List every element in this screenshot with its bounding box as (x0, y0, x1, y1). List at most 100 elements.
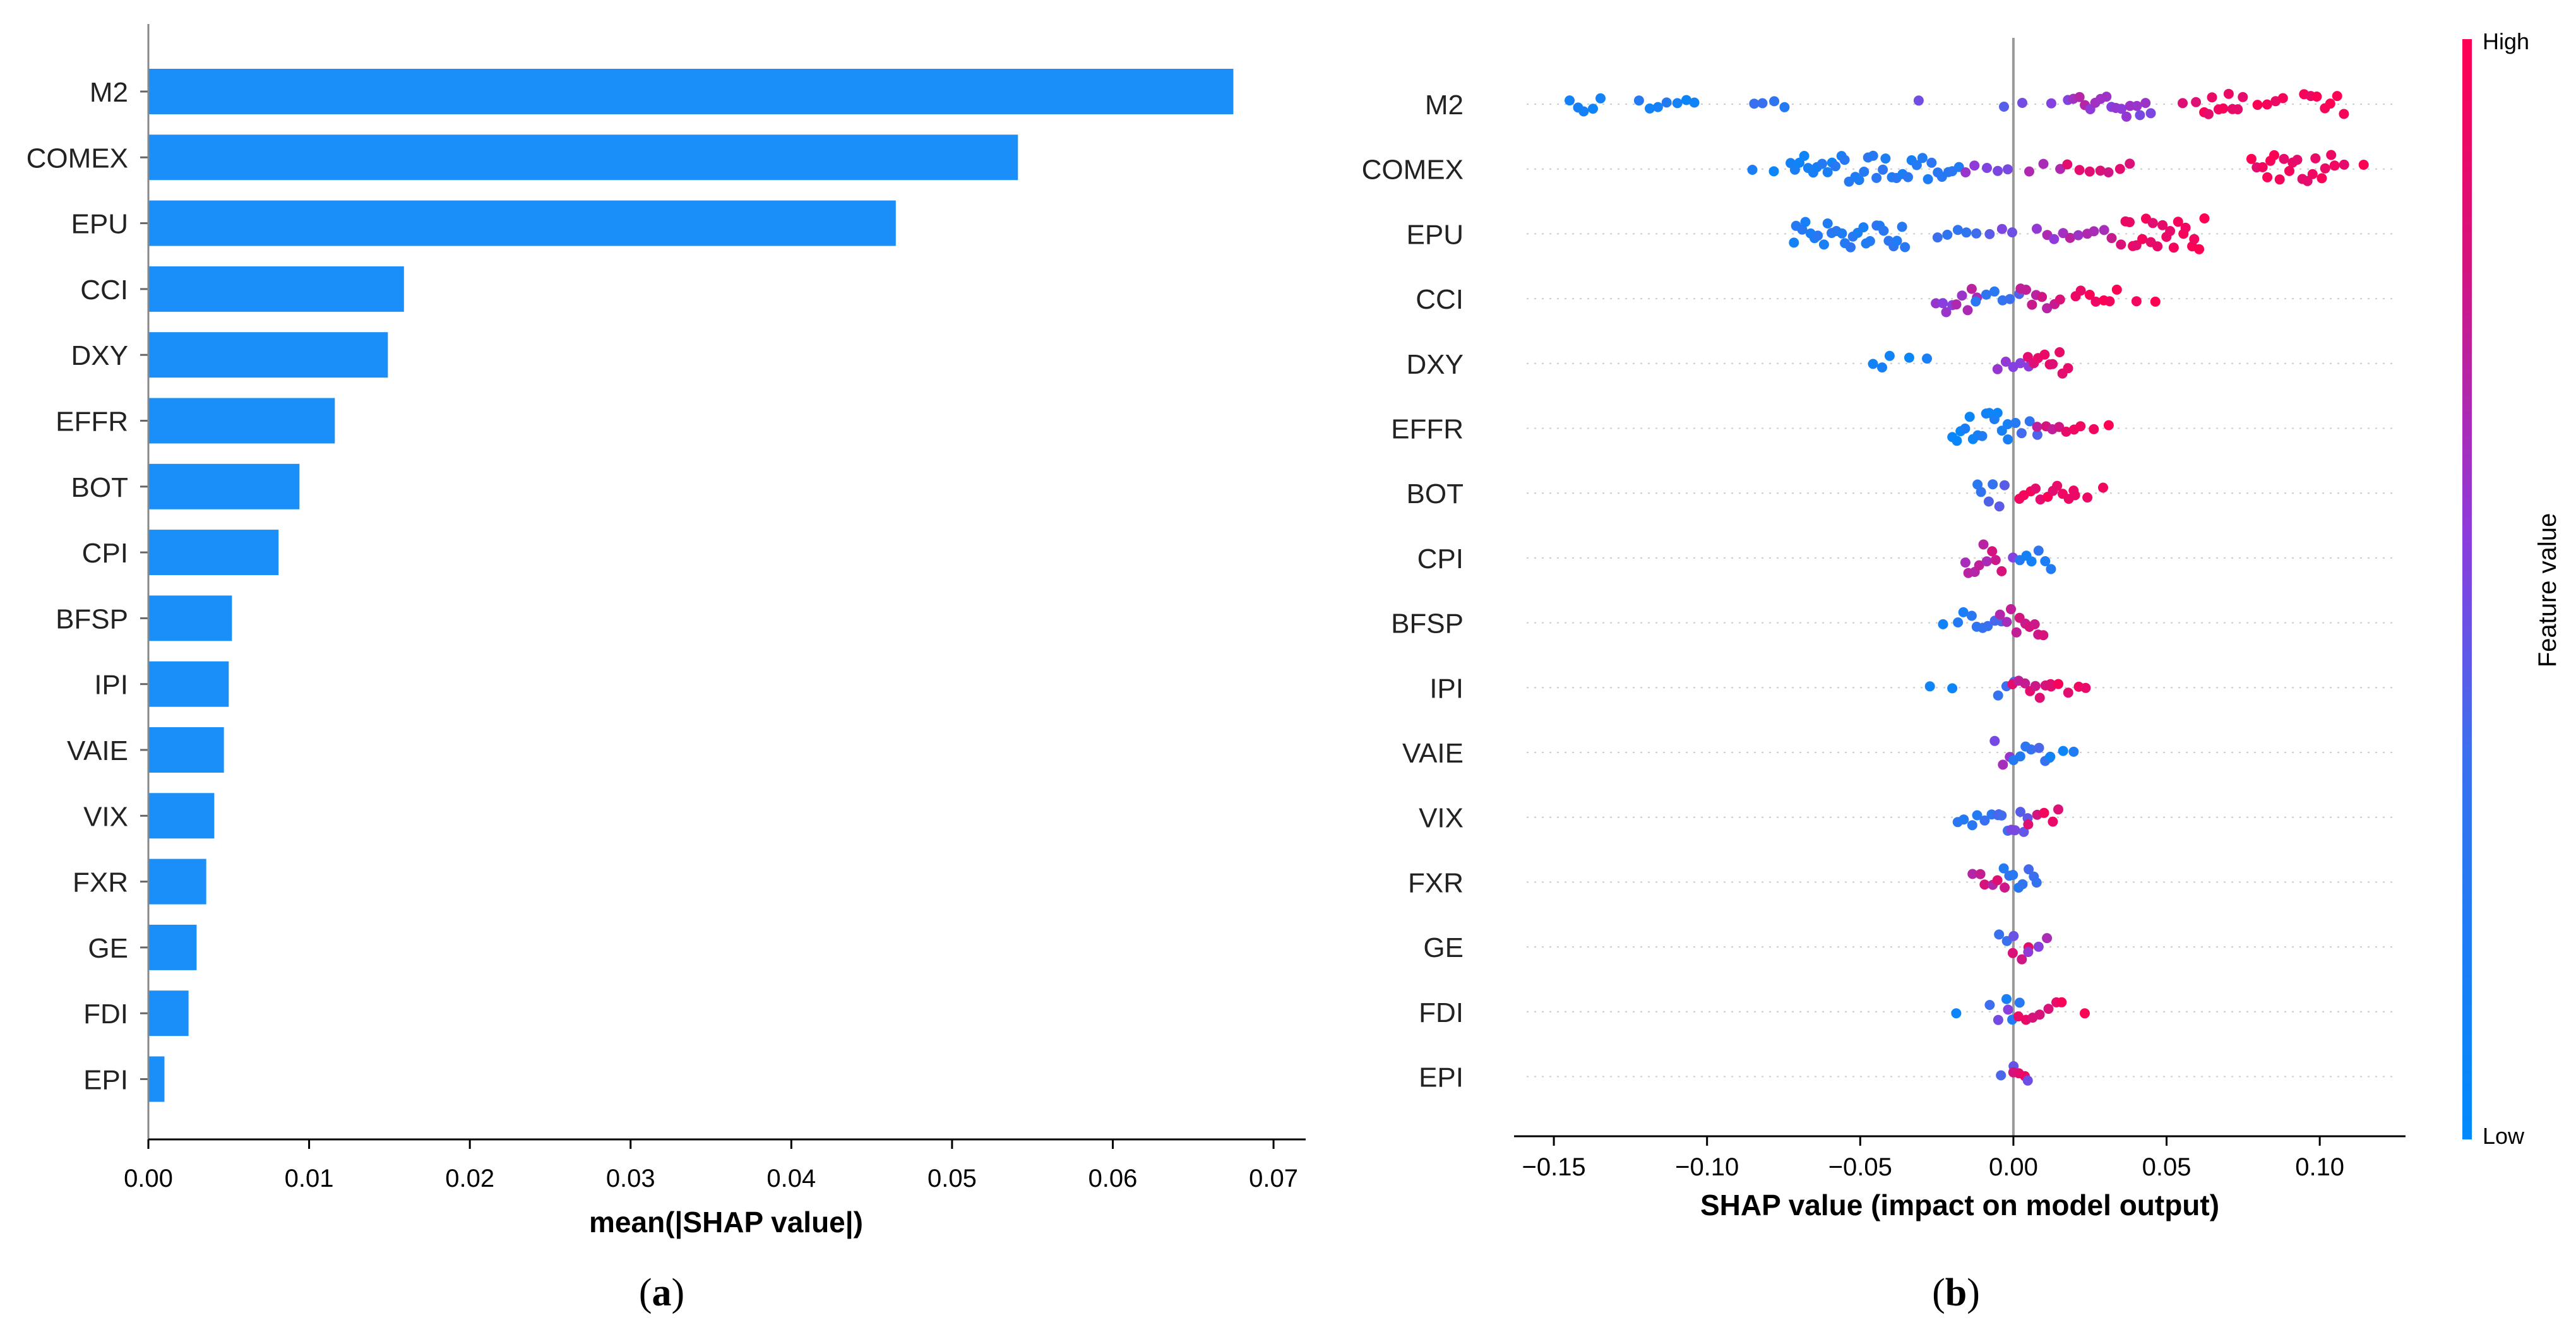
beeswarm-point-effr (2032, 429, 2042, 440)
beeswarm-point-fxr (2000, 882, 2010, 893)
beeswarm-point-m2 (1633, 95, 1644, 106)
beeswarm-point-comex (2074, 165, 2085, 175)
beeswarm-point-m2 (2203, 109, 2214, 119)
beeswarm-point-effr (1964, 412, 1975, 422)
beeswarm-point-ge (2007, 948, 2018, 958)
beeswarm-point-epu (2049, 234, 2060, 244)
beeswarm-point-comex (2329, 160, 2340, 171)
beeswarm-point-bfsp (1966, 610, 1977, 621)
beeswarm-point-comex (1768, 166, 1779, 177)
beeswarm-point-comex (1917, 153, 1928, 163)
beeswarm-point-epu (2157, 220, 2168, 230)
beeswarm-point-cpi (2040, 556, 2051, 566)
beeswarm-point-ge (2033, 941, 2044, 952)
beeswarm-point-m2 (2339, 109, 2349, 119)
beeswarm-point-effr (2075, 421, 2086, 432)
beeswarm-point-cci (2054, 294, 2065, 305)
beeswarm-point-bfsp (1953, 617, 1964, 627)
beeswarm-point-comex (1871, 172, 1882, 183)
beeswarm-point-epu (1900, 242, 1911, 253)
beeswarm-point-epu (1846, 242, 1856, 253)
beeswarm-point-cci (1962, 305, 1973, 316)
beeswarm-point-fdi (2056, 997, 2067, 1007)
bar-dxy (148, 332, 388, 378)
beeswarm-points (1565, 88, 2369, 1086)
beeswarm-point-effr (2010, 418, 2021, 428)
beeswarm-category-label-comex: COMEX (1362, 155, 1464, 186)
beeswarm-point-epu (1961, 227, 1972, 238)
beeswarm-point-ipi (1947, 683, 1958, 694)
bar-x-tick-label: 0.01 (285, 1165, 334, 1192)
beeswarm-point-dxy (2015, 358, 2025, 369)
bar-cci (148, 266, 404, 312)
beeswarm-point-epu (2032, 223, 2042, 234)
beeswarm-point-comex (1903, 172, 1913, 182)
beeswarm-point-m2 (1565, 95, 1575, 106)
beeswarm-point-epu (1813, 230, 1823, 241)
beeswarm-point-epu (2073, 230, 2084, 241)
beeswarm-point-comex (2284, 165, 2294, 176)
bar-ge (148, 924, 197, 970)
beeswarm-point-bot (1983, 496, 1994, 507)
beeswarm-point-cci (2037, 292, 2048, 302)
beeswarm-point-fdi (2003, 1004, 2013, 1015)
bar-x-tick-label: 0.02 (445, 1165, 494, 1192)
beeswarm-point-m2 (1999, 102, 2009, 112)
beeswarm-point-cci (2075, 285, 2086, 296)
beeswarm-point-comex (2269, 150, 2279, 160)
beeswarm-point-vaie (2015, 751, 2025, 762)
beeswarm-point-comex (1880, 153, 1891, 164)
beeswarm-point-cci (2150, 296, 2161, 307)
beeswarm-point-comex (2246, 153, 2257, 164)
beeswarm-point-ipi (2045, 679, 2056, 689)
beeswarm-category-label-bot: BOT (1407, 478, 1464, 509)
beeswarm-point-bot (2082, 492, 2093, 503)
beeswarm-point-ge (2023, 947, 2034, 958)
beeswarm-point-cci (1951, 299, 1962, 310)
beeswarm-point-m2 (2116, 104, 2126, 114)
beeswarm-point-cci (1971, 296, 1981, 307)
beeswarm-point-comex (1799, 151, 1810, 161)
beeswarm-point-cpi (1974, 560, 1984, 571)
beeswarm-point-vix (2039, 807, 2049, 818)
beeswarm-point-cci (2042, 303, 2053, 314)
beeswarm-point-bfsp (1938, 619, 1948, 629)
beeswarm-point-comex (2339, 159, 2349, 170)
beeswarm-point-ge (2042, 933, 2053, 944)
beeswarm-point-fxr (1967, 869, 1978, 879)
beeswarm-point-m2 (1645, 103, 1655, 114)
beeswarm-point-m2 (2207, 92, 2217, 103)
beeswarm-point-epu (1952, 225, 1963, 235)
bar-x-tick-label: 0.00 (124, 1165, 173, 1192)
beeswarm-point-bot (2052, 480, 2063, 491)
beeswarm-point-effr (2016, 428, 2027, 439)
beeswarm-x-tick-label: −0.10 (1675, 1153, 1739, 1181)
beeswarm-point-bfsp (2029, 619, 2040, 629)
beeswarm-point-m2 (2121, 111, 2132, 122)
beeswarm-point-dxy (1922, 354, 1932, 364)
beeswarm-x-tick-label: 0.10 (2295, 1153, 2344, 1181)
beeswarm-category-label-vaie: VAIE (1402, 738, 1464, 769)
beeswarm-point-effr (2089, 424, 2099, 434)
beeswarm-category-label-dxy: DXY (1407, 349, 1464, 380)
beeswarm-point-ipi (2030, 680, 2041, 691)
beeswarm-x-tick-label: −0.15 (1522, 1153, 1585, 1181)
beeswarm-point-vix (1959, 814, 1969, 825)
bar-x-tick-label: 0.06 (1088, 1165, 1138, 1192)
beeswarm-point-epu (2165, 226, 2176, 236)
beeswarm-point-dxy (1992, 364, 2003, 374)
beeswarm-point-comex (1993, 165, 2003, 176)
colorbar-high-label: High (2483, 28, 2529, 54)
beeswarm-point-fxr (2008, 870, 2018, 880)
beeswarm-point-m2 (2140, 98, 2151, 109)
bar-category-label-bot: BOT (71, 472, 128, 503)
beeswarm-point-comex (2103, 167, 2114, 177)
bar-ipi (148, 661, 229, 707)
beeswarm-point-fxr (1975, 869, 1986, 879)
bar-category-label-effr: EFFR (56, 407, 128, 437)
beeswarm-point-m2 (1779, 102, 1790, 112)
beeswarm-point-epu (2007, 227, 2017, 238)
bar-chart-panel: M2 COMEX EPU CCI DXY EFFR BOT CPI BFSP IPI VAIE VIX… (27, 24, 1306, 1314)
bar-comex (148, 134, 1018, 181)
bar-m2 (148, 69, 1234, 114)
